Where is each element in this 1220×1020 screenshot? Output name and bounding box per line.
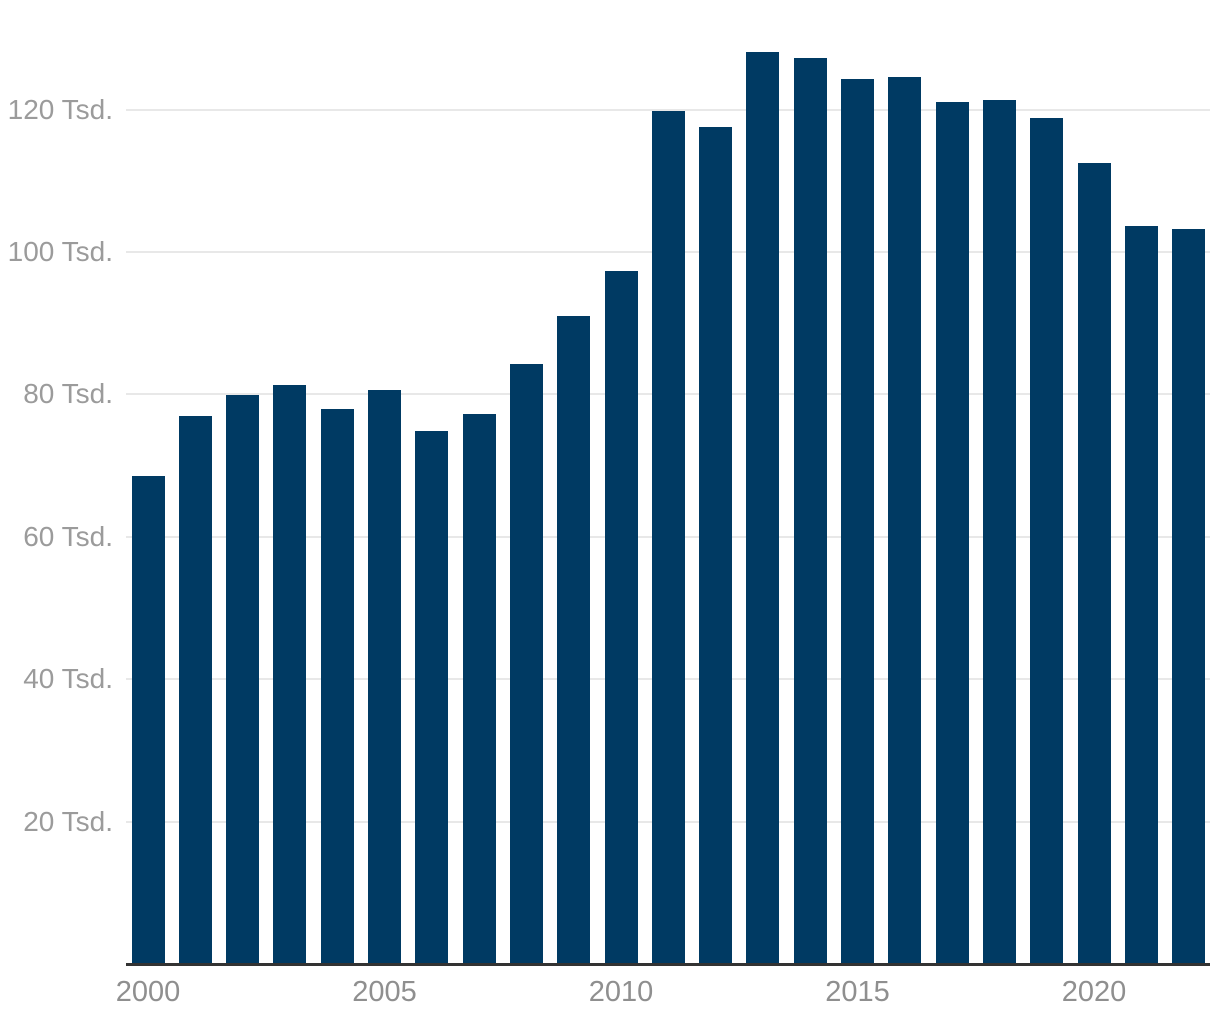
gridline-120-tsd <box>126 108 1210 111</box>
bar-2007 <box>462 414 496 964</box>
bar-2020 <box>1077 163 1111 964</box>
bar-2002 <box>226 395 260 964</box>
bar-2015 <box>841 78 874 964</box>
y-axis-label-20-tsd: 20 Tsd. <box>23 805 113 837</box>
bar-2017 <box>935 101 969 964</box>
y-axis-label-60-tsd: 60 Tsd. <box>23 520 113 552</box>
bar-2022 <box>1172 229 1206 964</box>
bar-2013 <box>746 51 780 964</box>
bar-2010 <box>604 270 638 964</box>
x-axis-label-2015: 2015 <box>825 976 890 1008</box>
bar-2014 <box>793 57 827 964</box>
y-axis-label-100-tsd: 100 Tsd. <box>7 236 113 267</box>
bar-2009 <box>557 316 591 964</box>
bar-2011 <box>651 111 685 964</box>
x-axis-label-2020: 2020 <box>1061 976 1127 1008</box>
bar-2008 <box>509 363 543 964</box>
bar-2003 <box>273 385 307 964</box>
bar-2004 <box>320 408 354 964</box>
x-axis-label-2000: 2000 <box>115 976 181 1008</box>
x-axis-label-2005: 2005 <box>352 976 417 1008</box>
bar-2000 <box>131 476 165 964</box>
bar-2006 <box>415 431 449 964</box>
bar-2018 <box>982 100 1016 964</box>
x-axis-label-2010: 2010 <box>588 976 654 1008</box>
bar-2001 <box>178 415 212 964</box>
y-axis-label-80-tsd: 80 Tsd. <box>23 378 113 410</box>
bar-2016 <box>888 76 922 964</box>
bar-2019 <box>1030 118 1064 964</box>
y-axis-label-40-tsd: 40 Tsd. <box>23 663 113 695</box>
bar-2005 <box>368 390 401 964</box>
y-axis-label-120-tsd: 120 Tsd. <box>7 93 113 125</box>
bar-2012 <box>699 126 733 964</box>
x-axis-line <box>126 963 1210 966</box>
bar-2021 <box>1124 225 1158 964</box>
